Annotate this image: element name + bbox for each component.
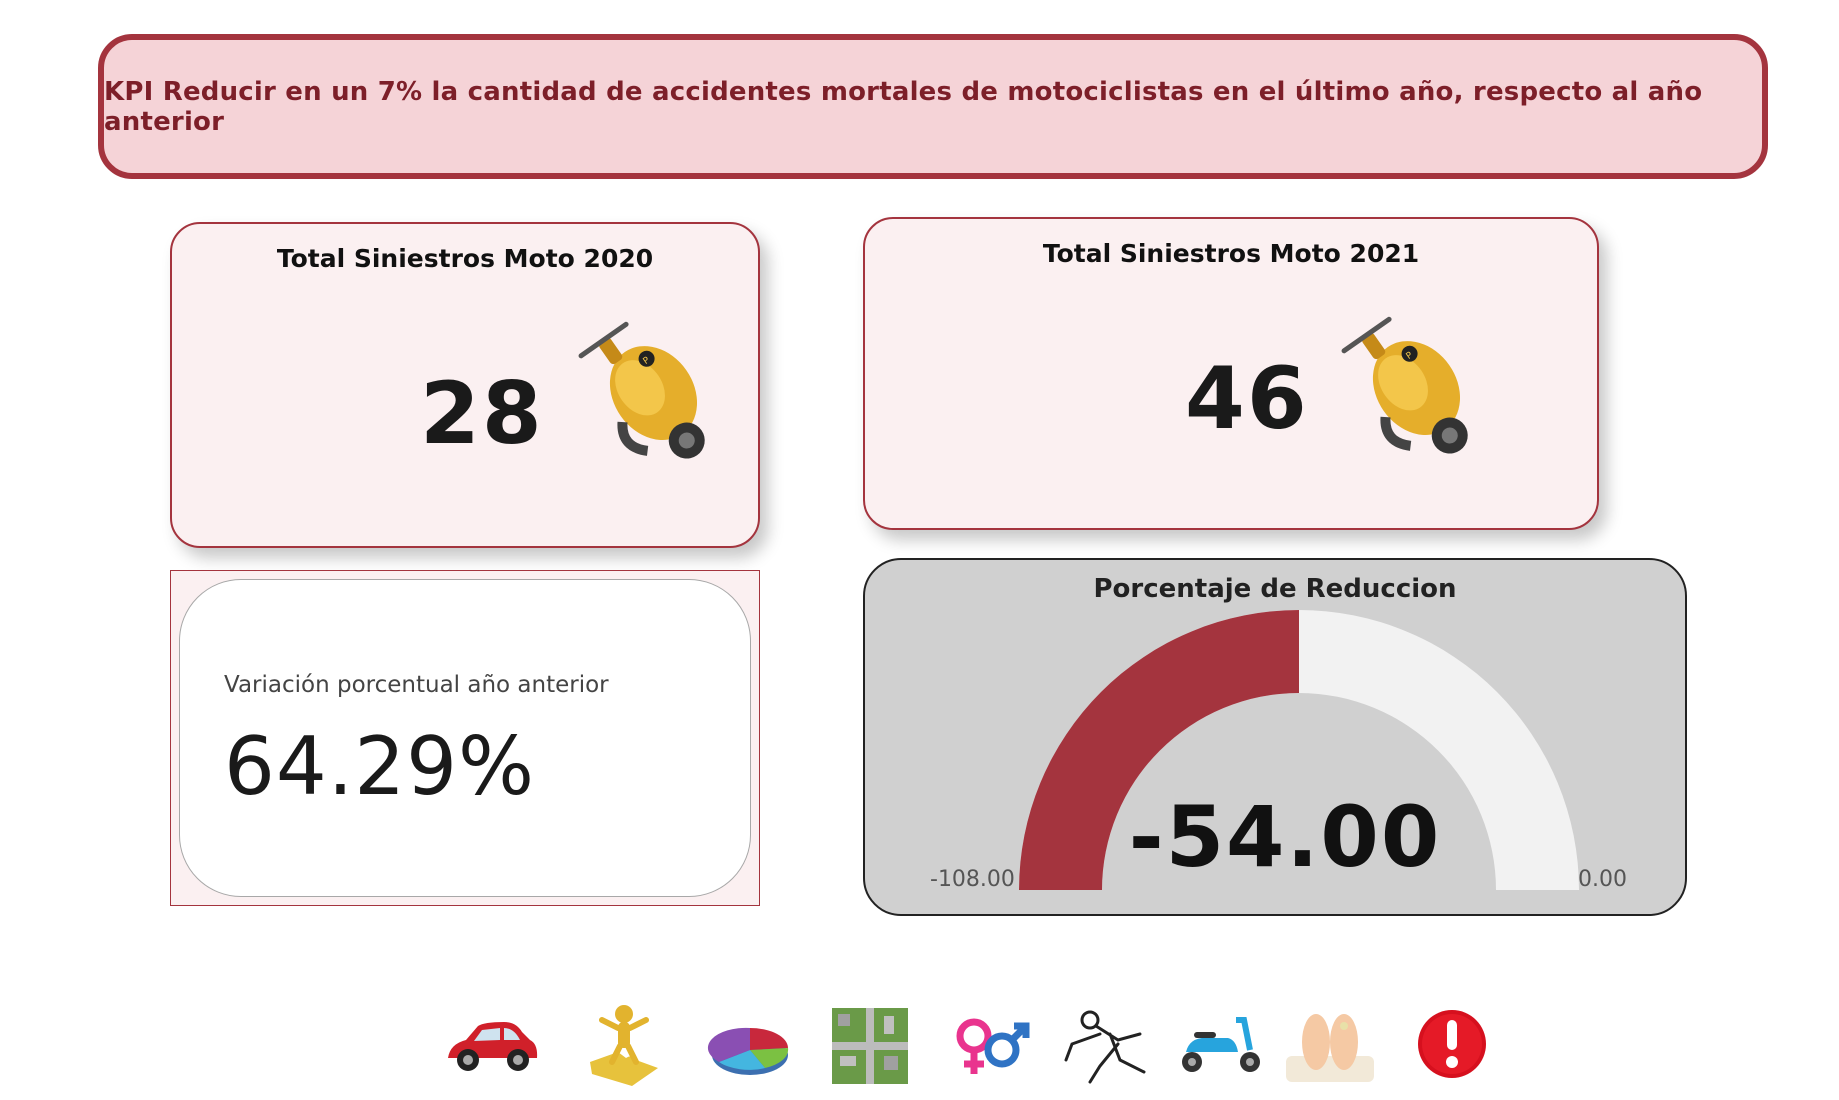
variation-label: Variación porcentual año anterior (224, 672, 609, 698)
gauge-title: Porcentaje de Reduccion (1093, 574, 1457, 604)
nav-icon-bar (430, 1000, 1510, 1100)
puzzle-person-icon[interactable] (582, 1000, 666, 1090)
svg-text:P: P (642, 355, 653, 367)
card-value: 28 (420, 364, 544, 464)
gauge-min-label: -108.00 (930, 867, 1015, 892)
scooter-crash-icon: P (578, 321, 705, 459)
scooter-crash-icon: P (1341, 316, 1468, 454)
kpi-text: KPI Reducir en un 7% la cantidad de acci… (104, 76, 1703, 137)
gauge-chart (1019, 610, 1579, 890)
city-map-icon[interactable] (828, 1000, 912, 1090)
feet-icon[interactable] (1282, 1000, 1378, 1090)
card-total-moto-2020[interactable]: Total Siniestros Moto 2020 28 P (170, 222, 760, 548)
gauge-fill (1019, 610, 1299, 890)
body-outline-icon[interactable] (1060, 1000, 1156, 1090)
pie-chart-icon[interactable] (705, 1000, 795, 1090)
gauge-value: -54.00 (1128, 788, 1442, 886)
variation-card[interactable]: Variación porcentual año anterior 64.29% (170, 570, 760, 906)
car-icon[interactable] (442, 1000, 542, 1090)
scooter-icon[interactable] (1170, 1000, 1266, 1090)
gender-icon[interactable] (946, 1000, 1036, 1090)
gauge-max-label: 0.00 (1578, 867, 1627, 892)
card-value: 46 (1185, 349, 1309, 449)
card-title: Total Siniestros Moto 2021 (1042, 239, 1420, 268)
kpi-banner: KPI Reducir en un 7% la cantidad de acci… (98, 34, 1768, 179)
gauge-card[interactable]: Porcentaje de Reduccion -108.00 0.00 -54… (863, 558, 1687, 916)
svg-text:P: P (1405, 350, 1416, 362)
variation-card-inner: Variación porcentual año anterior 64.29% (179, 579, 751, 897)
alert-icon[interactable] (1410, 1000, 1494, 1090)
variation-value: 64.29% (224, 720, 536, 813)
card-total-moto-2021[interactable]: Total Siniestros Moto 2021 46 P (863, 217, 1599, 530)
card-title: Total Siniestros Moto 2020 (276, 244, 654, 273)
